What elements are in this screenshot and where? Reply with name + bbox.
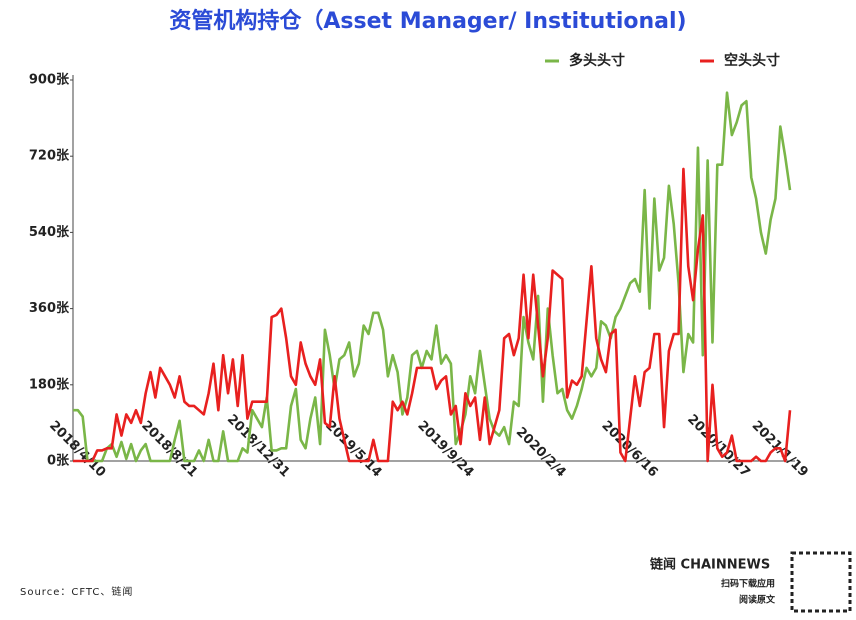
y-tick-label: 360张: [29, 301, 70, 316]
source-note: Source：CFTC、链闻: [20, 585, 133, 598]
y-tick-label: 720张: [29, 149, 70, 164]
y-tick-label: 900张: [29, 73, 70, 88]
logo-text: 链闻 CHAINNEWS: [649, 557, 770, 573]
chart-title: 资管机构持仓（Asset Manager/ Institutional): [169, 8, 686, 34]
series-line: [73, 167, 792, 463]
series-line: [73, 91, 792, 463]
y-tick-label: 180张: [29, 377, 70, 392]
y-tick-label: 0张: [47, 454, 70, 469]
y-tick-label: 540张: [29, 225, 70, 240]
logo-sub: 阅读原文: [739, 594, 776, 606]
logo-sub: 扫码下载应用: [721, 578, 775, 590]
legend-label: 多头头寸: [569, 52, 625, 69]
legend-label: 空头头寸: [724, 52, 780, 69]
qr-code[interactable]: [790, 551, 852, 613]
